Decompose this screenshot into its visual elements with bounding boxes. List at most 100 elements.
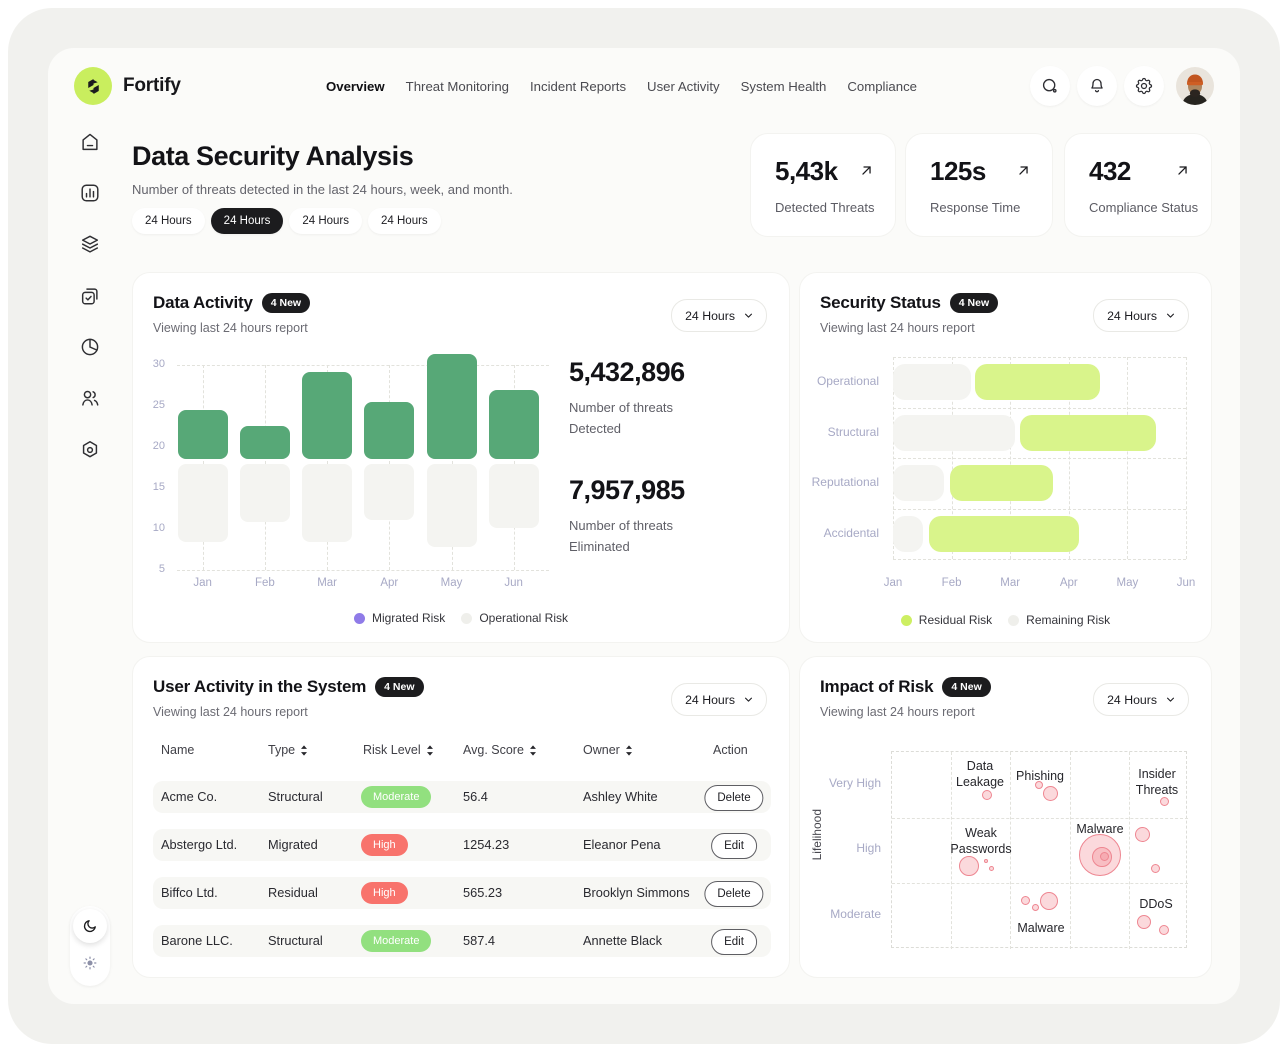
legend-dot	[353, 612, 365, 624]
nav-item-overview[interactable]: Overview	[326, 78, 385, 94]
theme-toggle[interactable]	[70, 906, 110, 986]
nav-item-threat-monitoring[interactable]: Threat Monitoring	[405, 78, 510, 94]
x-axis-label: Jun	[1176, 577, 1196, 589]
risk-bubble	[1020, 895, 1030, 905]
data-activity-card: Data Activity 4 New Viewing last 24 hour…	[132, 272, 790, 643]
y-axis-label: Reputational	[811, 475, 879, 490]
bell-icon[interactable]	[1077, 66, 1117, 106]
new-badge: 4 New	[942, 677, 991, 697]
cell-name: Biffco Ltd.	[161, 885, 218, 900]
data-activity-range-dropdown[interactable]: 24 Hours	[671, 299, 767, 332]
stat-label: Response Time	[930, 200, 1021, 215]
remaining-risk-bar	[893, 414, 1015, 451]
residual-risk-bar	[975, 364, 1100, 400]
stat-value: 432	[1089, 156, 1131, 186]
security-status-card: Security Status 4 New Viewing last 24 ho…	[799, 272, 1212, 643]
search-icon[interactable]	[1030, 66, 1070, 106]
x-axis-label: Apr	[380, 577, 399, 589]
page-title: Data Security Analysis	[132, 141, 414, 171]
home-icon[interactable]	[79, 131, 101, 153]
gear-icon[interactable]	[1124, 66, 1164, 106]
nav-item-system-health[interactable]: System Health	[740, 78, 827, 94]
sort-icon[interactable]	[625, 744, 633, 756]
legend-dot	[900, 614, 912, 626]
hexagon-settings-icon[interactable]	[79, 439, 101, 461]
layers-icon[interactable]	[79, 233, 101, 255]
column-header-avg-score[interactable]: Avg. Score	[463, 743, 537, 757]
filter-pill-2[interactable]: 24 Hours	[289, 208, 363, 234]
delete-button[interactable]: Delete	[704, 785, 764, 811]
security-status-range-dropdown[interactable]: 24 Hours	[1093, 299, 1189, 332]
cell-score: 1254.23	[463, 837, 510, 852]
cell-score: 56.4	[463, 789, 488, 804]
risk-bubble	[1137, 915, 1151, 929]
metric-label: Number of threats Eliminated	[569, 518, 674, 555]
moon-icon[interactable]	[73, 909, 107, 943]
delete-button[interactable]: Delete	[704, 881, 764, 907]
nav-item-incident-reports[interactable]: Incident Reports	[530, 78, 627, 94]
column-header-owner[interactable]: Owner	[583, 743, 633, 757]
risk-bubble	[1159, 925, 1169, 935]
arrow-up-right-icon[interactable]	[1015, 162, 1032, 179]
impact-of-risk-range-dropdown[interactable]: 24 Hours	[1093, 683, 1189, 716]
card-subtitle: Viewing last 24 hours report	[153, 321, 308, 335]
cell-owner: Annette Black	[583, 933, 662, 948]
remaining-risk-bar	[893, 465, 944, 501]
bar-chart-icon[interactable]	[79, 182, 101, 204]
risk-bubble	[959, 856, 979, 876]
chevron-down-icon	[1164, 693, 1177, 706]
cell-type: Structural	[268, 789, 323, 804]
filter-pill-1[interactable]: 24 Hours	[210, 208, 284, 234]
table-row: Barone LLC. Structural Moderate 587.4 Annett…	[153, 925, 771, 957]
y-axis-label: Accidental	[823, 525, 879, 540]
operational-risk-bar	[177, 463, 228, 543]
risk-level-badge: High	[361, 882, 408, 904]
operational-risk-bar	[239, 463, 290, 522]
bubble-label-weak-passwords: Weak Passwords	[950, 826, 1012, 857]
sort-icon[interactable]	[426, 744, 434, 756]
gridline	[1186, 357, 1187, 559]
x-axis-label: Mar	[317, 577, 337, 589]
user-activity-card: User Activity in the System 4 New Viewin…	[132, 656, 790, 978]
main-nav: Overview Threat Monitoring Incident Report…	[326, 48, 917, 124]
y-axis-tick: High	[856, 841, 881, 856]
nav-item-user-activity[interactable]: User Activity	[647, 78, 720, 94]
gridline	[177, 365, 549, 366]
pie-chart-icon[interactable]	[79, 336, 101, 358]
x-axis-label: Jan	[193, 577, 212, 589]
fortify-logo-icon[interactable]	[74, 67, 112, 105]
filter-pill-3[interactable]: 24 Hours	[368, 208, 441, 234]
gridline	[1010, 752, 1012, 949]
cell-owner: Eleanor Pena	[583, 837, 661, 852]
x-axis-label: Jan	[883, 577, 903, 589]
sort-icon[interactable]	[300, 744, 308, 756]
filter-pill-0[interactable]: 24 Hours	[132, 208, 205, 234]
nav-item-compliance[interactable]: Compliance	[847, 78, 917, 94]
arrow-up-right-icon[interactable]	[1174, 162, 1191, 179]
legend-item-remaining-risk: Remaining Risk	[1008, 613, 1110, 627]
users-icon[interactable]	[79, 387, 101, 409]
column-header-risk-level[interactable]: Risk Level	[363, 743, 434, 757]
operational-risk-bar	[488, 463, 539, 528]
column-header-type[interactable]: Type	[268, 743, 308, 757]
new-badge: 4 New	[949, 293, 999, 313]
sort-icon[interactable]	[529, 744, 537, 756]
column-header-name: Name	[161, 743, 195, 757]
sun-icon[interactable]	[81, 954, 99, 972]
tasks-icon[interactable]	[79, 285, 101, 307]
edit-button[interactable]: Edit	[711, 833, 757, 859]
new-badge: 4 New	[261, 293, 311, 313]
gridline	[893, 357, 1186, 358]
gridline	[892, 817, 1188, 819]
gridline	[1069, 752, 1071, 949]
y-axis-tick: 5	[158, 563, 165, 576]
user-activity-range-dropdown[interactable]: 24 Hours	[671, 683, 767, 716]
operational-risk-bar	[302, 463, 353, 543]
arrow-up-right-icon[interactable]	[858, 162, 875, 179]
cell-owner: Ashley White	[583, 789, 658, 804]
edit-button[interactable]: Edit	[711, 929, 757, 955]
user-avatar[interactable]	[1176, 67, 1214, 105]
risk-level-badge: Moderate	[361, 930, 432, 952]
stat-card-detected-threats: 5,43k Detected Threats	[750, 133, 896, 237]
